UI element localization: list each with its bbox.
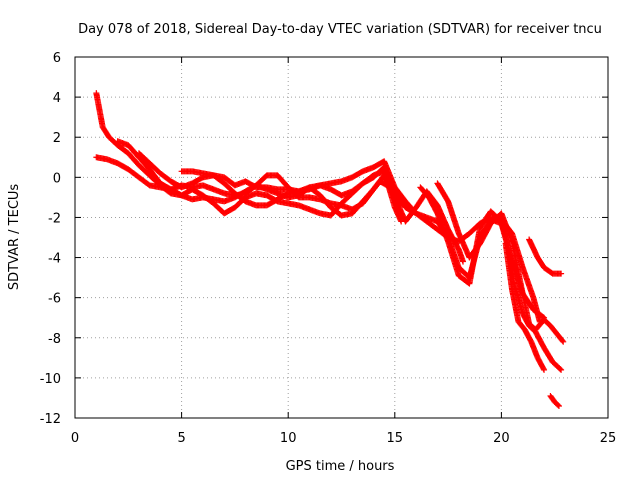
y-tick-label: 0 (53, 171, 61, 186)
data-point (557, 366, 564, 373)
data-points (93, 90, 567, 409)
y-axis-label: SDTVAR / TECUs (7, 184, 22, 291)
data-point (460, 258, 467, 265)
y-tick-label: 4 (53, 91, 61, 106)
y-tick-label: -8 (48, 332, 61, 347)
series-track-h (526, 236, 565, 277)
series-track-i (502, 240, 548, 373)
y-tick-label: -12 (40, 412, 61, 427)
x-tick-label: 10 (280, 431, 297, 446)
data-point (559, 337, 566, 344)
data-point (541, 366, 548, 373)
x-tick-label: 25 (600, 431, 617, 446)
x-axis-label: GPS time / hours (286, 459, 395, 474)
chart-title: Day 078 of 2018, Sidereal Day-to-day VTE… (78, 22, 602, 37)
y-tick-label: -10 (40, 372, 61, 387)
data-point (555, 402, 562, 409)
x-tick-label: 0 (71, 431, 79, 446)
data-point (555, 402, 562, 409)
y-tick-label: 6 (53, 51, 61, 66)
y-tick-label: 2 (53, 131, 61, 146)
data-point (560, 338, 567, 345)
plot-frame (74, 56, 609, 419)
x-tick-label: 20 (493, 431, 510, 446)
x-tick-label: 15 (387, 431, 404, 446)
y-tick-label: -6 (48, 292, 61, 307)
x-tick-label: 5 (177, 431, 185, 446)
y-tick-label: -2 (48, 211, 61, 226)
y-tick-label: -4 (48, 252, 61, 267)
series-track-j (547, 392, 562, 409)
series-track-g (434, 180, 567, 345)
data-point (558, 366, 565, 373)
data-point (558, 270, 565, 277)
